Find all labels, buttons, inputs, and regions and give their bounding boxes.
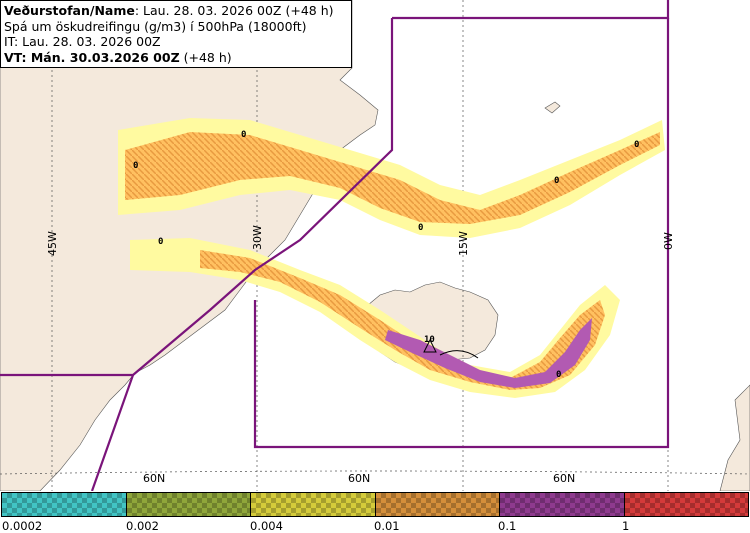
meridian-label: 30W [251, 225, 264, 250]
ash-plume-south [130, 238, 620, 398]
contour-label: 0 [133, 161, 138, 171]
meridian-label: 45W [46, 231, 59, 256]
latitude-labels: 60N 60N 60N [143, 472, 575, 485]
legend-tick-label: 0.0002 [2, 519, 43, 533]
legend-tick-label: 0.002 [126, 519, 159, 533]
contour-label: 10 [424, 335, 435, 345]
legend-swatch [251, 493, 376, 516]
legend-tick-label: 0.01 [374, 519, 400, 533]
header-line-3: IT: Lau. 28. 03. 2026 00Z [4, 34, 161, 49]
meridian-label: 15W [457, 231, 470, 256]
header-line-2: Spá um öskudreifingu (g/m3) í 500hPa (18… [4, 18, 307, 34]
legend-swatch [375, 493, 500, 516]
legend-tick-label: 0.1 [498, 519, 517, 533]
meridian-labels: 45W 30W 15W 0W [46, 225, 675, 256]
valid-offset: (+48 h) [179, 49, 232, 65]
volcano-marker [423, 338, 479, 359]
valid-time: VT: Mán. 30.03.2026 00Z [4, 49, 180, 65]
legend-ticks: 0.0002 0.002 0.004 0.01 0.1 1 [0, 519, 750, 533]
ash-plume-core [385, 318, 592, 388]
issue-time: : Lau. 28. 03. 2026 00Z (+48 h) [134, 3, 334, 18]
agency-name: Veðurstofan/Name [4, 3, 135, 18]
header-line-4: VT: Mán. 30.03.2026 00Z (+48 h) [4, 50, 348, 66]
contour-label: 0 [556, 370, 561, 380]
contour-labels: 0 0 0 0 0 0 10 0 [133, 130, 639, 380]
legend-swatch [624, 493, 748, 516]
legend-tick-label: 0.004 [250, 519, 283, 533]
legend-swatch [2, 493, 127, 516]
latitude-label: 60N [348, 472, 370, 485]
latitude-label: 60N [553, 472, 575, 485]
contour-label: 0 [554, 176, 559, 186]
contour-label: 0 [158, 237, 163, 247]
contour-label: 0 [418, 223, 423, 233]
concentration-legend: 0.0002 0.002 0.004 0.01 0.1 1 [0, 491, 750, 533]
legend-swatch [126, 493, 251, 516]
latitude-label: 60N [143, 472, 165, 485]
contour-label: 0 [241, 130, 246, 140]
contour-label: 0 [634, 140, 639, 150]
legend-tick-label: 1 [622, 519, 630, 533]
legend-colorbar [1, 492, 749, 517]
fir-boundary [0, 0, 670, 492]
forecast-info-box: Veðurstofan/Name: Lau. 28. 03. 2026 00Z … [0, 0, 352, 68]
legend-swatch [500, 493, 625, 516]
ash-plume-north [118, 118, 665, 238]
islet [544, 101, 561, 114]
meridian-label: 0W [662, 232, 675, 250]
header-line-1: Veðurstofan/Name: Lau. 28. 03. 2026 00Z … [4, 3, 348, 19]
